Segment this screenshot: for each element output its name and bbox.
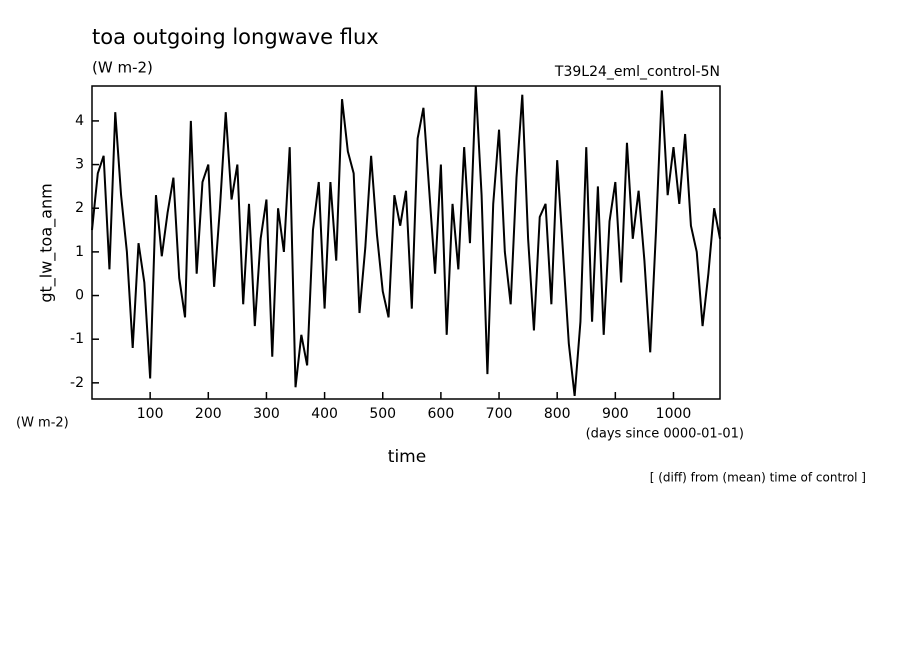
- y-axis-label: gt_lw_toa_anm: [37, 183, 57, 302]
- chart-title: toa outgoing longwave flux: [92, 25, 379, 49]
- x-tick-label: 800: [544, 406, 571, 422]
- y-tick-label: 2: [75, 200, 84, 216]
- x-tick-label: 300: [253, 406, 280, 422]
- y-tick-label: 4: [75, 113, 84, 129]
- run-label: T39L24_eml_control-5N: [554, 64, 720, 80]
- x-tick-label: 1000: [656, 406, 692, 422]
- x-tick-label: 500: [369, 406, 396, 422]
- y-tick-label: -2: [70, 375, 84, 391]
- x-unit: (days since 0000-01-01): [586, 427, 744, 442]
- x-tick-label: 700: [486, 406, 513, 422]
- plot-frame: [91, 85, 721, 400]
- y-tick-label: -1: [70, 331, 84, 347]
- data-line: [91, 85, 721, 397]
- x-axis-label: time: [388, 447, 426, 467]
- x-tick-label: 200: [195, 406, 222, 422]
- y-tick-label: 0: [75, 288, 84, 304]
- y-tick-label: 3: [75, 157, 84, 173]
- subtitle: (W m-2): [92, 59, 153, 77]
- x-tick-label: 400: [311, 406, 338, 422]
- note: [ (diff) from (mean) time of control ]: [650, 471, 866, 485]
- y-tick-label: 1: [75, 244, 84, 260]
- x-tick-label: 900: [602, 406, 629, 422]
- y-unit: (W m-2): [16, 416, 69, 431]
- x-tick-label: 600: [428, 406, 455, 422]
- x-tick-label: 100: [137, 406, 164, 422]
